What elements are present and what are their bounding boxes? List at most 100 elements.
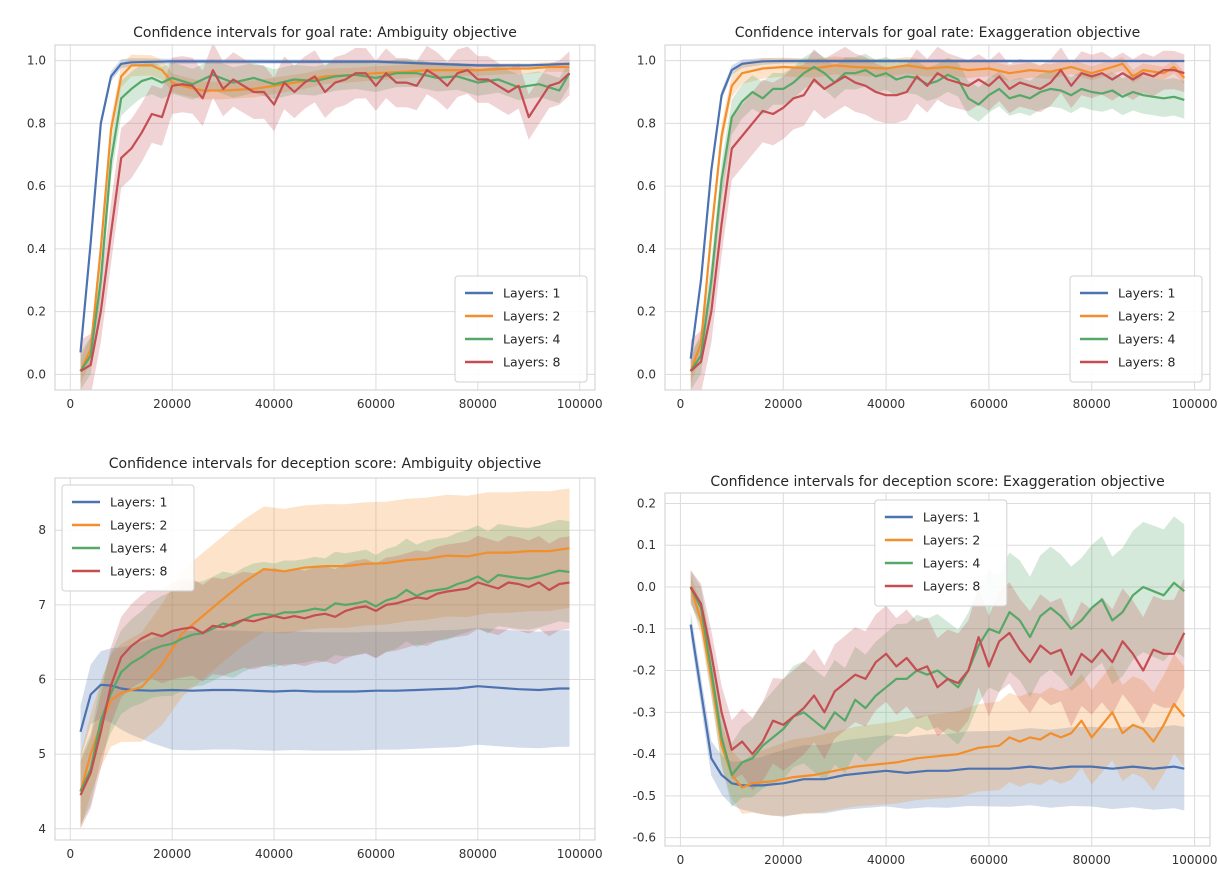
legend-label-layers-8: Layers: 8 [110,564,168,579]
legend: Layers: 1 Layers: 2 Layers: 4 Layers: 8 [454,275,588,383]
legend-label-layers-2: Layers: 2 [923,533,981,548]
plot-frame [54,44,596,391]
y-tick-label: 5 [38,747,46,761]
legend-label-layers-4: Layers: 4 [923,556,981,571]
legend-label-layers-1: Layers: 1 [923,510,981,525]
x-tick-label: 80000 [459,397,497,411]
confidence-band-layers-2 [80,488,570,829]
series-line-layers-8 [79,68,571,373]
y-tick-label: -0.3 [633,705,656,719]
plot-frame [54,477,596,841]
x-tick-label: 20000 [153,397,191,411]
series-line-layers-8 [79,581,570,796]
y-tick-label: 6 [38,673,46,687]
y-tick-label: -0.6 [633,831,656,845]
series-line-layers-1 [79,683,570,733]
legend-label-layers-4: Layers: 4 [1118,332,1176,347]
x-tick-label: 0 [66,397,74,411]
series-line-layers-4 [79,569,570,792]
legend-label-layers-2: Layers: 2 [110,518,168,533]
x-tick-label: 20000 [764,853,802,867]
y-tick-label: 0.4 [27,242,46,256]
series-line-layers-1 [689,624,1185,787]
series-line-layers-4 [689,581,1185,777]
y-tick-label: 8 [38,523,46,537]
legend-label-layers-1: Layers: 1 [110,495,168,510]
series-line-layers-2 [689,62,1186,372]
legend-label-layers-8: Layers: 8 [503,355,561,370]
panel-goal-rate-ambiguity: 0 20000 40000 60000 80000 100000 0.0 0.2 0.4 0.6 0… [27,25,603,411]
x-tick-label: 40000 [255,847,293,861]
confidence-band-layers-1 [80,627,570,758]
x-tick-label: 80000 [459,847,497,861]
series-line-layers-4 [689,65,1185,372]
legend: Layers: 1 Layers: 2 Layers: 4 Layers: 8 [874,499,1008,607]
confidence-band-layers-8 [690,570,1185,791]
x-tick-label: 100000 [557,397,603,411]
y-tick-label: 0.0 [27,367,46,381]
chart-title: Confidence intervals for goal rate: Ambi… [133,25,517,41]
series-layer [689,46,1186,390]
y-tick-label: -0.4 [633,747,656,761]
legend-label-layers-4: Layers: 4 [110,541,168,556]
y-tick-label: 0.0 [637,580,656,594]
x-tick-label: 40000 [867,853,905,867]
legend-label-layers-1: Layers: 1 [503,286,561,301]
x-tick-label: 60000 [357,847,395,861]
confidence-band-layers-8 [690,46,1185,390]
series-line-layers-2 [689,586,1186,789]
confidence-band-layers-4 [690,516,1185,807]
x-tick-label: 100000 [557,847,603,861]
legend: Layers: 1 Layers: 2 Layers: 4 Layers: 8 [1069,275,1203,383]
y-tick-label: 0.6 [27,179,46,193]
x-tick-label: 0 [66,847,74,861]
y-tick-label: -0.2 [633,664,656,678]
series-line-layers-8 [689,586,1186,756]
y-tick-label: 0.2 [27,305,46,319]
series-line-layers-1 [79,60,570,353]
legend-label-layers-2: Layers: 2 [1118,309,1176,324]
x-tick-label: 100000 [1172,397,1218,411]
x-tick-label: 20000 [153,847,191,861]
y-tick-label: 7 [38,598,46,612]
y-tick-label: 1.0 [27,54,46,68]
legend-label-layers-8: Layers: 8 [1118,355,1176,370]
x-tick-label: 100000 [1172,853,1218,867]
legend-label-layers-2: Layers: 2 [503,309,561,324]
confidence-band-layers-4 [690,51,1185,390]
series-line-layers-2 [79,547,570,792]
confidence-band-layers-8 [80,535,570,829]
y-tick-label: 0.1 [637,538,656,552]
series-layer [79,45,571,390]
x-tick-label: 80000 [1073,853,1111,867]
x-tick-label: 60000 [357,397,395,411]
confidence-band-layers-1 [690,612,1185,817]
series-layer [689,516,1186,817]
series-layer [79,488,570,829]
x-tick-label: 80000 [1073,397,1111,411]
legend-label-layers-1: Layers: 1 [1118,286,1176,301]
legend-box [874,499,1008,607]
y-tick-label: 0.0 [637,367,656,381]
x-tick-label: 0 [677,853,685,867]
series-line-layers-8 [689,68,1185,373]
legend-label-layers-4: Layers: 4 [503,332,561,347]
y-tick-label: 4 [38,822,46,836]
legend-box [1069,275,1203,383]
y-tick-label: -0.5 [633,789,656,803]
x-tick-label: 0 [677,397,685,411]
series-line-layers-1 [689,59,1185,359]
x-tick-label: 40000 [255,397,293,411]
confidence-band-layers-4 [80,519,570,826]
x-tick-label: 60000 [970,853,1008,867]
chart-title: Confidence intervals for deception score… [109,456,542,472]
y-tick-label: 0.8 [27,116,46,130]
legend-label-layers-8: Layers: 8 [923,579,981,594]
panel-deception-score-ambiguity: 0 20000 40000 60000 80000 100000 4 5 6 7 8 Confiden… [38,456,602,861]
x-tick-label: 20000 [764,397,802,411]
panel-goal-rate-exaggeration: 0 20000 40000 60000 80000 100000 0.0 0.2 0.4 0.6 0… [637,25,1218,411]
plot-frame [664,492,1211,847]
x-tick-label: 60000 [970,397,1008,411]
confidence-band-layers-8 [80,45,570,390]
